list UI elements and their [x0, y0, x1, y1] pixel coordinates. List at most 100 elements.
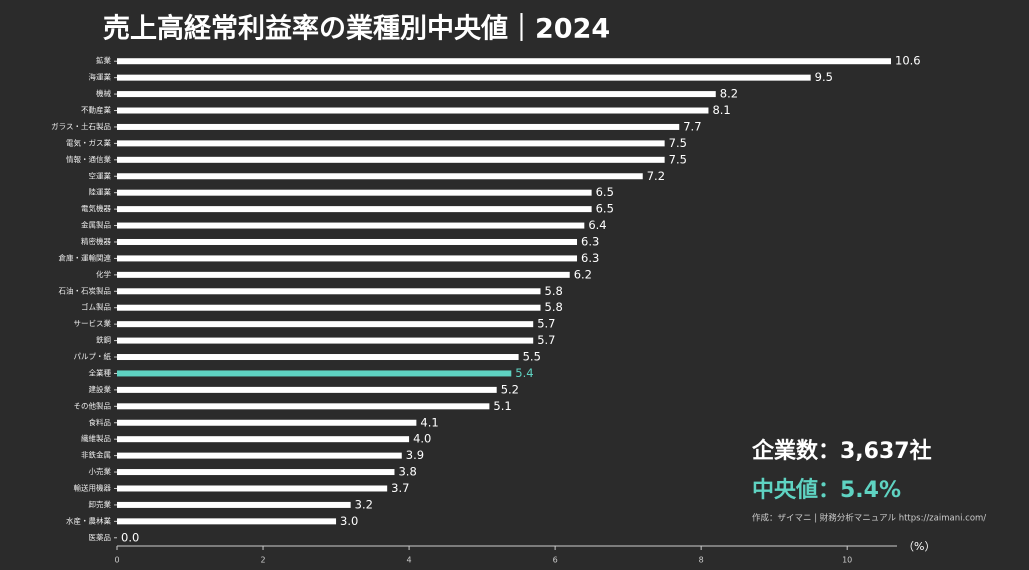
bar	[117, 189, 592, 196]
y-tick-label: その他製品	[74, 400, 112, 410]
y-tick-label: ガラス・土石製品	[51, 121, 111, 131]
y-tick-label: パルプ・紙	[74, 351, 112, 361]
y-tick-label: 小売業	[89, 466, 112, 476]
value-label: 8.1	[712, 103, 730, 117]
y-tick-label: 情報・通信業	[66, 154, 111, 164]
value-label: 7.7	[683, 119, 701, 133]
y-tick-label: 海運業	[89, 72, 112, 82]
y-tick-label: 金属製品	[81, 220, 111, 230]
y-tick-label: 機械	[96, 88, 111, 98]
y-tick-label: 電気機器	[81, 203, 111, 213]
y-tick-label: 石油・石炭製品	[59, 285, 112, 295]
bar	[117, 271, 570, 278]
bar	[117, 107, 709, 114]
y-tick-label: 医薬品	[89, 532, 112, 542]
bar	[117, 173, 643, 180]
bar	[117, 485, 388, 492]
y-tick-label: 鉄鋼	[96, 335, 111, 345]
value-label: 5.8	[545, 284, 563, 298]
y-tick-label: 不動産業	[81, 105, 111, 115]
y-tick-label: 陸運業	[89, 187, 112, 197]
chart-title: 売上高経常利益率の業種別中央値｜2024	[103, 13, 610, 45]
bar	[117, 452, 402, 459]
bar	[117, 354, 519, 361]
company-count: 企業数：3,637社	[751, 438, 932, 464]
y-tick-label: 鉱業	[96, 55, 111, 65]
value-label: 7.2	[647, 169, 665, 183]
bar	[117, 123, 680, 130]
y-tick-label: 建設業	[89, 384, 112, 394]
bar	[117, 337, 534, 344]
value-label: 6.4	[588, 218, 606, 232]
y-tick-label: サービス業	[74, 318, 112, 328]
bar	[117, 370, 512, 377]
value-label: 5.7	[537, 333, 555, 347]
x-axis-label: （%）	[903, 540, 935, 553]
value-label: 6.5	[596, 202, 614, 216]
bar	[117, 91, 716, 98]
x-tick-label: 2	[260, 556, 265, 565]
value-label: 7.5	[669, 152, 687, 166]
value-label: 6.2	[574, 267, 592, 281]
x-tick-label: 8	[699, 556, 704, 565]
x-tick-label: 0	[114, 556, 119, 565]
x-tick-label: 6	[553, 556, 558, 565]
bar	[117, 140, 665, 147]
bar	[117, 518, 337, 525]
bar	[117, 304, 541, 311]
value-label: 5.5	[523, 350, 541, 364]
bar	[117, 386, 497, 393]
value-label: 6.3	[581, 234, 599, 248]
value-label: 3.2	[355, 497, 373, 511]
value-label: 5.4	[515, 366, 533, 380]
value-label: 5.8	[545, 300, 563, 314]
y-tick-label: 卸売業	[89, 499, 112, 509]
bar	[117, 58, 891, 65]
bar	[117, 74, 811, 81]
value-label: 6.5	[596, 185, 614, 199]
x-tick-label: 10	[842, 556, 852, 565]
value-label: 6.3	[581, 251, 599, 265]
y-tick-label: 全業種	[89, 367, 112, 377]
bar	[117, 501, 351, 508]
bar	[117, 255, 578, 262]
value-label: 5.1	[493, 399, 511, 413]
value-label: 0.0	[121, 530, 139, 544]
value-label: 3.0	[340, 514, 358, 528]
y-tick-label: 化学	[96, 269, 111, 279]
bar	[117, 156, 665, 163]
bar	[117, 403, 490, 410]
y-tick-label: 繊維製品	[81, 433, 111, 443]
bar	[117, 288, 541, 295]
y-tick-label: 電気・ガス業	[66, 137, 111, 147]
source-note: 作成：ザイマニ | 財務分析マニュアル https://zaimani.com/	[752, 513, 986, 524]
y-tick-label: 精密機器	[81, 236, 111, 246]
bar	[117, 222, 585, 229]
x-tick-label: 4	[407, 556, 412, 565]
median-note: 中央値：5.4%	[752, 477, 901, 503]
value-label: 3.9	[406, 448, 424, 462]
value-label: 10.6	[895, 54, 921, 68]
value-label: 4.0	[413, 432, 431, 446]
value-label: 3.8	[398, 465, 416, 479]
value-label: 5.7	[537, 317, 555, 331]
bar	[117, 321, 534, 328]
y-tick-label: 水産・農林業	[66, 515, 111, 525]
y-tick-label: 空運業	[89, 170, 112, 180]
bar	[117, 238, 578, 245]
bar	[117, 469, 395, 476]
value-label: 8.2	[720, 87, 738, 101]
y-tick-label: 倉庫・運輸関連	[59, 252, 112, 262]
y-tick-label: 非鉄金属	[81, 450, 111, 460]
bar	[117, 206, 592, 213]
y-tick-label: 食料品	[89, 417, 112, 427]
y-tick-label: 輸送用機器	[74, 482, 112, 492]
value-label: 5.2	[501, 382, 519, 396]
value-label: 7.5	[669, 136, 687, 150]
value-label: 3.7	[391, 481, 409, 495]
value-label: 4.1	[420, 415, 438, 429]
y-tick-label: ゴム製品	[81, 302, 111, 312]
value-label: 9.5	[815, 70, 833, 84]
